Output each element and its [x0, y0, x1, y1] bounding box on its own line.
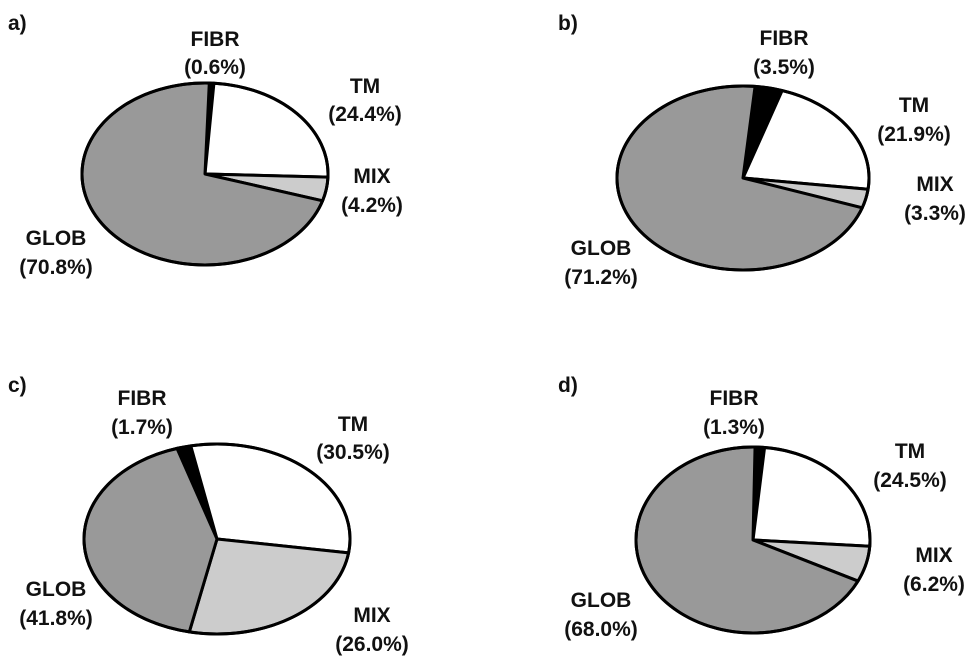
pie-c-label-mix-name: MIX — [353, 604, 390, 627]
pie-b-label-mix-pct: (3.3%) — [904, 202, 966, 225]
pie-b-outline — [615, 84, 871, 272]
pie-c-label-tm-name: TM — [338, 413, 368, 436]
pie-d-slice-tm — [751, 445, 872, 548]
panel-letter-d: d) — [558, 374, 578, 397]
pie-d-label-tm-pct: (24.5%) — [873, 469, 947, 492]
pie-d-label-glob-pct: (68.0%) — [564, 618, 638, 641]
pie-d-label-fibr-pct: (1.3%) — [703, 416, 765, 439]
pie-a-slices — [80, 81, 330, 267]
panel-letter-c: c) — [8, 374, 27, 397]
pie-b-label-fibr-name: FIBR — [760, 27, 809, 50]
pie-c-label-glob-name: GLOB — [26, 578, 87, 601]
pie-a-label-glob-name: GLOB — [26, 227, 87, 250]
pie-a-label-tm-name: TM — [350, 75, 380, 98]
pie-b-label-fibr-pct: (3.5%) — [753, 56, 815, 79]
pie-panel-c: c) FIBR (1.7%) TM (30.5%) MIX (26.0%) GL… — [8, 374, 409, 656]
panel-letter-b: b) — [558, 12, 578, 35]
pie-a-label-glob-pct: (70.8%) — [19, 256, 93, 279]
pie-d-label-glob-name: GLOB — [571, 589, 632, 612]
pie-d-outline — [634, 445, 872, 635]
pie-panel-b: b) FIBR (3.5%) TM (21.9%) MIX (3.3%) GLO… — [558, 12, 966, 289]
pie-a-label-tm-pct: (24.4%) — [328, 103, 402, 126]
pie-b-label-tm-pct: (21.9%) — [877, 123, 951, 146]
pie-c-label-tm-pct: (30.5%) — [316, 441, 390, 464]
pie-c-slices — [82, 442, 352, 636]
pie-d-label-fibr-name: FIBR — [710, 387, 759, 410]
pie-c-outline — [82, 442, 352, 636]
pie-a-slice-tm — [203, 81, 330, 179]
panel-letter-a: a) — [8, 12, 27, 35]
pie-panel-d: d) FIBR (1.3%) TM (24.5%) MIX (6.2%) GLO… — [558, 374, 965, 641]
pie-d-label-mix-name: MIX — [915, 544, 952, 567]
pie-d-label-mix-pct: (6.2%) — [903, 573, 965, 596]
pie-b-label-mix-name: MIX — [916, 173, 953, 196]
pie-d-slices — [634, 445, 872, 635]
pie-panel-a: a) FIBR (0.6%) TM (24.4%) MIX (4.2%) GLO… — [8, 12, 403, 279]
pie-a-label-mix-name: MIX — [353, 165, 390, 188]
pie-a-label-fibr-pct: (0.6%) — [184, 56, 246, 79]
pie-b-label-glob-pct: (71.2%) — [564, 266, 638, 289]
pie-a-label-fibr-name: FIBR — [191, 28, 240, 51]
pie-c-label-mix-pct: (26.0%) — [335, 633, 409, 656]
pie-b-slices — [615, 84, 871, 272]
pie-c-label-fibr-pct: (1.7%) — [111, 416, 173, 439]
pie-d-label-tm-name: TM — [895, 440, 925, 463]
pie-c-label-glob-pct: (41.8%) — [19, 607, 93, 630]
pie-c-label-fibr-name: FIBR — [118, 387, 167, 410]
pie-b-label-tm-name: TM — [899, 94, 929, 117]
pie-a-label-mix-pct: (4.2%) — [341, 194, 403, 217]
pie-b-label-glob-name: GLOB — [571, 237, 632, 260]
pie-a-outline — [80, 81, 330, 267]
